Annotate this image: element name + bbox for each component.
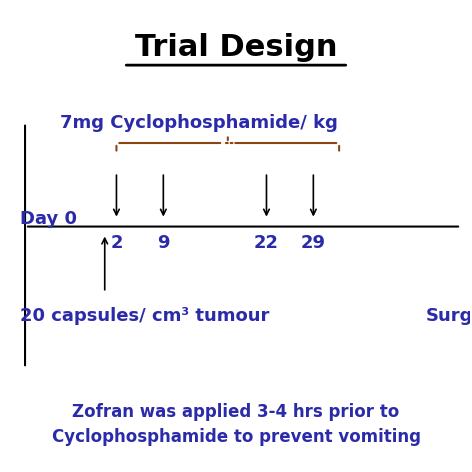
Text: 29: 29 — [301, 234, 326, 252]
Text: Zofran was applied 3-4 hrs prior to
Cyclophosphamide to prevent vomiting: Zofran was applied 3-4 hrs prior to Cycl… — [51, 403, 421, 447]
Text: 2: 2 — [110, 234, 123, 252]
Text: Trial Design: Trial Design — [135, 33, 337, 62]
Text: Surgi: Surgi — [426, 307, 472, 325]
Text: 20 capsules/ cm³ tumour: 20 capsules/ cm³ tumour — [20, 307, 270, 325]
Text: 9: 9 — [157, 234, 169, 252]
Text: Day 0: Day 0 — [20, 211, 77, 228]
Text: 7mg Cyclophosphamide/ kg: 7mg Cyclophosphamide/ kg — [59, 114, 337, 132]
Text: 22: 22 — [254, 234, 279, 252]
